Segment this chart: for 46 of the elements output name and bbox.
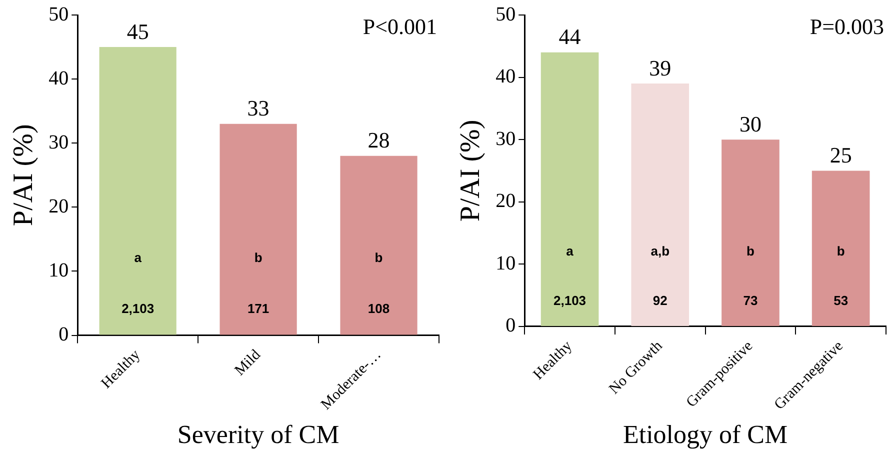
y-tick-label: 50 <box>48 3 69 26</box>
bar <box>540 52 599 326</box>
y-tick-label: 10 <box>48 259 69 282</box>
annotation: 2,103 <box>122 301 154 316</box>
data-label: 39 <box>649 55 672 80</box>
annotation: b <box>746 243 754 258</box>
bar <box>812 170 870 326</box>
data-label: 28 <box>368 128 390 153</box>
annotation: a <box>566 243 574 258</box>
x-axis-title: Etiology of CM <box>622 420 788 450</box>
annotation: 108 <box>368 301 390 316</box>
y-axis-title: P/AI (%) <box>8 124 40 226</box>
bar <box>220 124 297 335</box>
annotation: b <box>836 243 845 258</box>
data-label: 45 <box>126 18 149 44</box>
annotation: P=0.003 <box>810 14 884 39</box>
data-label: 30 <box>739 111 762 136</box>
annotation: 53 <box>834 293 848 308</box>
bar <box>722 140 780 326</box>
bar <box>631 84 690 326</box>
annotation: 2,103 <box>554 293 586 308</box>
data-label: 25 <box>830 142 852 168</box>
annotation: 171 <box>247 301 270 316</box>
y-tick-label: 0 <box>58 324 69 346</box>
y-axis-title: P/AI (%) <box>455 120 486 222</box>
y-tick-label: 0 <box>506 314 516 337</box>
y-tick-label: 10 <box>496 252 516 274</box>
bar <box>99 47 176 335</box>
annotation: a,b <box>650 243 670 258</box>
annotation: a <box>134 250 142 265</box>
y-tick-label: 30 <box>48 131 69 154</box>
annotation: 73 <box>743 293 758 308</box>
annotation: b <box>254 250 262 265</box>
data-label: 44 <box>558 24 581 50</box>
y-tick-label: 20 <box>48 195 69 218</box>
annotation: b <box>374 250 383 265</box>
annotation: 92 <box>652 293 668 308</box>
data-label: 33 <box>247 96 270 121</box>
y-tick-label: 40 <box>496 66 516 88</box>
x-axis-title: Severity of CM <box>177 420 340 450</box>
y-tick-label: 30 <box>496 128 516 150</box>
bar <box>340 156 418 335</box>
y-tick-label: 50 <box>496 3 516 26</box>
y-tick-label: 20 <box>496 190 516 212</box>
annotation: P<0.001 <box>362 14 437 39</box>
y-tick-label: 40 <box>48 67 69 90</box>
